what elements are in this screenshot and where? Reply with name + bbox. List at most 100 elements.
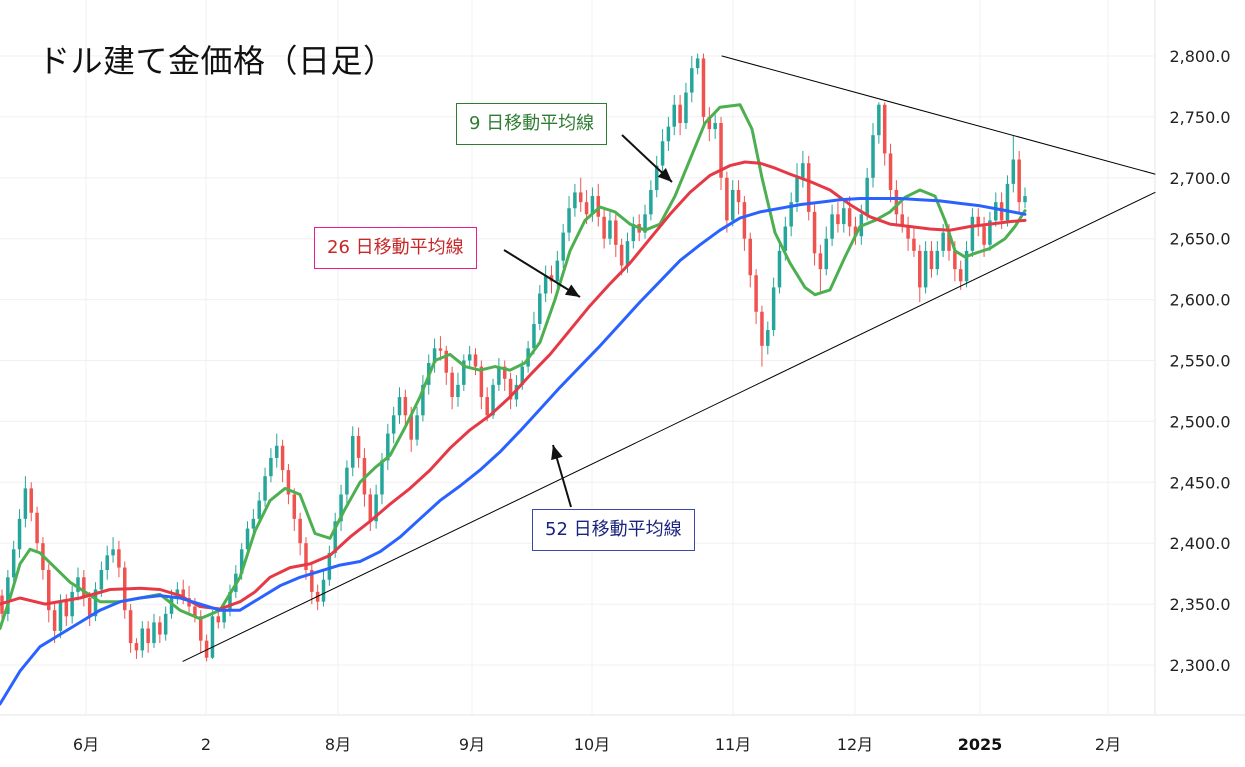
candle-body <box>76 577 80 592</box>
candle-body <box>52 610 57 631</box>
candle-body <box>736 189 741 203</box>
candle-body <box>508 378 513 400</box>
annotation-ma26-label: 26 日移動平均線 <box>314 227 477 269</box>
candle-body <box>169 598 174 614</box>
candle-body <box>158 622 162 635</box>
candle-body <box>397 397 402 416</box>
lower-trendline <box>182 191 1156 662</box>
candle-body <box>467 354 472 361</box>
candle-body <box>929 250 934 270</box>
candle-body <box>649 189 653 215</box>
candle-body <box>684 92 688 123</box>
time-tick-label: 2025 <box>958 735 1003 754</box>
candle-body <box>777 250 782 288</box>
candle-body <box>6 577 10 614</box>
candle-body <box>660 141 665 166</box>
candle-body <box>263 476 267 501</box>
time-axis[interactable]: 6月 2 8月 9月 10月 11月 12月 2025 2月 <box>73 735 1121 754</box>
time-tick-label: 2 <box>201 735 211 754</box>
candle-body <box>298 518 302 544</box>
time-tick-label: 2月 <box>1095 735 1121 754</box>
candle-body <box>567 208 571 233</box>
candle-body <box>421 384 425 416</box>
candle-body <box>725 177 729 221</box>
candle-body <box>830 214 834 239</box>
candle-body <box>485 397 489 416</box>
candle-body <box>730 189 735 221</box>
annotation-arrows <box>503 134 673 508</box>
candle-body <box>941 232 945 251</box>
candle-body <box>760 311 764 346</box>
candle-body <box>210 616 215 658</box>
candle-body <box>538 293 542 324</box>
candle-body <box>280 445 285 471</box>
annotation-ma52-label: 52 日移動平均線 <box>532 509 695 551</box>
candle-body <box>491 384 495 416</box>
candle-body <box>350 436 355 468</box>
candle-body <box>795 177 799 203</box>
candle-body <box>596 196 601 217</box>
candle-body <box>222 610 226 623</box>
candle-body <box>356 436 361 458</box>
candle-body <box>204 640 209 658</box>
price-tick-label: 2,750.0 <box>1169 108 1230 127</box>
candle-body <box>719 122 723 178</box>
candle-body <box>17 518 22 550</box>
candle-body <box>333 521 337 553</box>
candle-body <box>713 122 717 130</box>
candle-body <box>450 372 454 398</box>
price-axis[interactable]: 2,300.0 2,350.0 2,400.0 2,450.0 2,500.0 2,550… <box>1169 47 1230 675</box>
candle-body <box>619 244 624 266</box>
candle-body <box>853 226 858 237</box>
price-tick-label: 2,700.0 <box>1169 169 1230 188</box>
candle-body <box>304 543 308 570</box>
ma-line <box>0 103 1027 630</box>
candle-body <box>988 220 992 245</box>
candle-body <box>251 518 256 529</box>
candle-body <box>29 488 33 513</box>
candle-body <box>970 216 975 251</box>
candle-body <box>894 189 899 215</box>
candle-body <box>58 601 63 631</box>
candle-body <box>1017 159 1021 203</box>
candle-body <box>953 250 957 270</box>
candle-body <box>818 253 823 270</box>
candle-body <box>877 104 881 136</box>
candle-body <box>245 528 250 550</box>
candle-body <box>871 135 875 178</box>
candle-body <box>631 224 636 242</box>
ma-line <box>0 160 1027 611</box>
candle-body <box>146 628 150 644</box>
candle-body <box>801 163 805 178</box>
candle-body <box>269 457 273 477</box>
candle-body <box>964 250 969 282</box>
candle-body <box>70 591 74 617</box>
candle-body <box>163 613 168 635</box>
candle-body <box>415 415 419 440</box>
candle-body <box>380 460 384 495</box>
candle-body <box>479 366 484 398</box>
arrow-ma26-head <box>564 284 580 297</box>
candle-body <box>614 220 618 245</box>
time-tick-label: 6月 <box>73 735 99 754</box>
price-tick-label: 2,450.0 <box>1169 473 1230 492</box>
candle-body <box>608 220 612 239</box>
candle-body <box>982 226 986 245</box>
time-tick-label: 9月 <box>459 735 485 754</box>
candle-body <box>695 58 700 69</box>
annotation-ma9-label: 9 日移動平均線 <box>456 103 608 145</box>
candle-body <box>783 226 788 251</box>
candle-body <box>502 366 507 379</box>
candle-body <box>678 104 682 123</box>
candle-body <box>520 366 525 385</box>
candle-body <box>912 238 916 251</box>
candle-body <box>625 241 630 266</box>
candle-body <box>82 577 86 599</box>
price-tick-label: 2,400.0 <box>1169 534 1230 553</box>
candle-body <box>374 494 378 522</box>
candle-body <box>391 415 396 434</box>
candle-body <box>11 549 16 578</box>
candle-body <box>573 192 577 209</box>
candle-body <box>754 275 758 312</box>
